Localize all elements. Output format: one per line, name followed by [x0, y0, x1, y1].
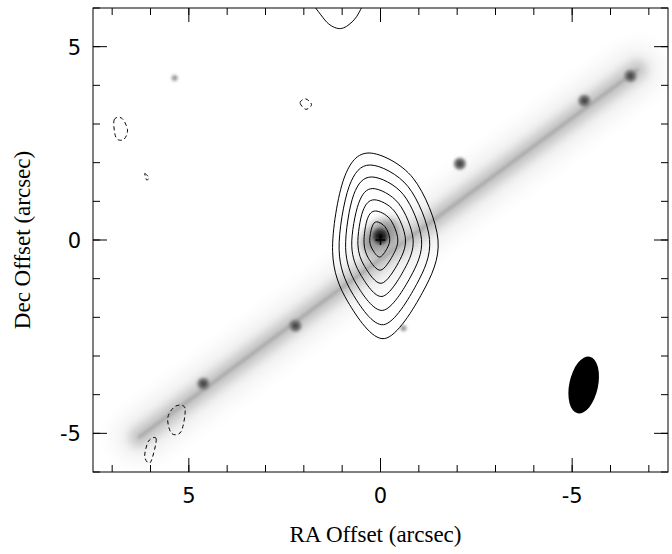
minor-tick [380, 8, 381, 472]
minor-tick [265, 8, 266, 472]
x-axis-title: RA Offset (arcsec) [289, 522, 461, 547]
galaxy-knot [172, 75, 178, 81]
minor-tick [303, 8, 304, 472]
galaxy-knot [197, 378, 209, 390]
galaxy-nucleus [373, 228, 389, 244]
minor-tick [93, 433, 668, 434]
galaxy-knot [454, 158, 466, 170]
minor-tick [93, 124, 668, 125]
galaxy-bulge [355, 212, 407, 261]
minor-tick [457, 8, 458, 472]
negative-contour [168, 405, 186, 435]
minor-tick [93, 85, 668, 86]
y-tick-label: -5 [60, 422, 81, 446]
galaxy-knot [578, 95, 590, 107]
center-marker [376, 235, 386, 245]
contour [370, 222, 390, 257]
y-tick [93, 46, 668, 47]
contour [333, 153, 439, 339]
axes: 5 0 -5 -5 0 5 [60, 8, 668, 508]
galaxy-knot [289, 320, 301, 332]
y-tick [93, 433, 668, 434]
optical-image [139, 70, 637, 437]
x-tick [572, 8, 573, 472]
minor-tick [93, 162, 668, 163]
minor-tick [150, 8, 151, 472]
galaxy-knot [200, 381, 206, 387]
minor-tick [495, 8, 496, 472]
contour [364, 211, 398, 270]
contours [114, 8, 438, 463]
contour [346, 177, 422, 310]
minor-tick [93, 46, 668, 47]
minor-tick [610, 8, 611, 472]
contour [352, 189, 413, 297]
galaxy-knot [627, 73, 633, 79]
y-tick [93, 240, 668, 241]
x-tick-label: 5 [182, 484, 195, 508]
galaxy-disk [139, 70, 637, 437]
contour [307, 8, 366, 29]
contour [358, 200, 406, 284]
minor-tick [93, 278, 668, 279]
minor-tick [188, 8, 189, 472]
y-tick-label: 5 [68, 36, 81, 60]
beam [564, 354, 604, 417]
galaxy-disk [139, 70, 637, 437]
minor-tick [572, 8, 573, 472]
minor-tick [342, 8, 343, 472]
galaxy-knot [624, 70, 636, 82]
galaxy-knot [581, 98, 587, 104]
minor-tick [112, 8, 113, 472]
negative-contour [300, 99, 312, 109]
negative-contour [145, 173, 149, 180]
frame [93, 8, 668, 472]
minor-tick [418, 8, 419, 472]
minor-tick [93, 317, 668, 318]
galaxy-disk [139, 70, 637, 437]
minor-tick [93, 240, 668, 241]
x-tick [380, 8, 381, 472]
galaxy-knot [292, 323, 298, 329]
x-tick-label: -5 [562, 484, 583, 508]
negative-contour [145, 437, 157, 463]
y-tick-label: 0 [68, 229, 81, 253]
figure: 5 0 -5 -5 0 5 RA Offset (arcsec) Dec Offset (ar… [0, 0, 672, 554]
minor-tick [93, 201, 668, 202]
x-tick [188, 8, 189, 472]
minor-tick [93, 356, 668, 357]
minor-tick [93, 394, 668, 395]
x-tick-label: 0 [374, 484, 387, 508]
negative-contour [114, 117, 128, 140]
galaxy-knot [457, 161, 463, 167]
plot-area [114, 8, 638, 463]
minor-tick [648, 8, 649, 472]
minor-tick [533, 8, 534, 472]
y-axis-title: Dec Offset (arcsec) [10, 151, 35, 329]
galaxy-disk [139, 70, 637, 437]
minor-tick [227, 8, 228, 472]
contour [339, 165, 430, 325]
